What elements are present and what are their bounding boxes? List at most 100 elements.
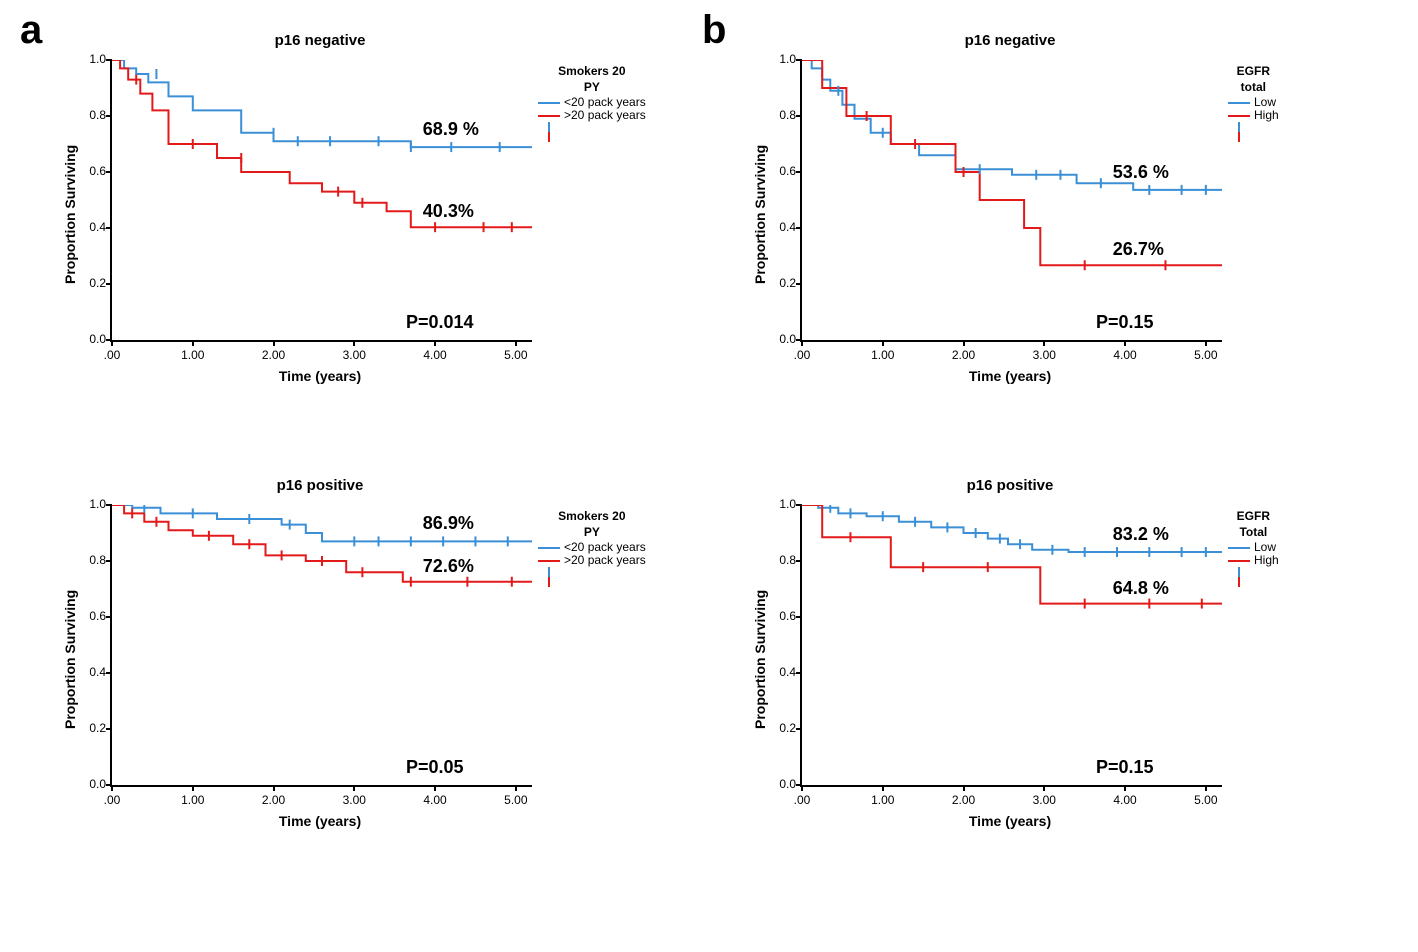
chart-title: p16 positive (800, 477, 1220, 494)
legend-censor-blue (538, 567, 646, 577)
legend-item-red: >20 pack years (538, 554, 646, 567)
survival-annot-blue: 86.9% (423, 513, 474, 534)
legend-label: High (1254, 109, 1279, 122)
x-tick-label: 4.00 (417, 348, 453, 362)
y-tick-label: 0.0 (768, 332, 796, 346)
x-tick-label: 4.00 (417, 793, 453, 807)
chart-title: p16 negative (110, 32, 530, 49)
x-tick-label: 1.00 (865, 793, 901, 807)
legend-title: Total (1228, 525, 1279, 539)
survival-annot-red: 26.7% (1113, 239, 1164, 260)
legend: Smokers 20PY<20 pack years>20 pack years (538, 64, 646, 142)
x-axis-label: Time (years) (110, 368, 530, 384)
chart-b-top: p16 negative0.00.20.40.60.81.0.001.002.0… (800, 60, 1380, 420)
legend-title: PY (538, 525, 646, 539)
legend-item-red: >20 pack years (538, 109, 646, 122)
legend-label: High (1254, 554, 1279, 567)
panel-label-a: a (20, 8, 42, 53)
y-tick-label: 1.0 (78, 497, 106, 511)
p-value: P=0.014 (406, 312, 474, 333)
x-tick-label: .00 (784, 348, 820, 362)
x-tick-label: 3.00 (1026, 348, 1062, 362)
x-axis-label: Time (years) (800, 813, 1220, 829)
km-plot (112, 60, 532, 340)
y-tick-label: 0.0 (78, 332, 106, 346)
survival-annot-red: 64.8 % (1113, 578, 1169, 599)
x-tick-label: 1.00 (865, 348, 901, 362)
x-tick-label: 3.00 (1026, 793, 1062, 807)
y-tick-label: 1.0 (78, 52, 106, 66)
chart-a-bot: p16 positive0.00.20.40.60.81.0.001.002.0… (110, 505, 690, 865)
x-tick-label: 3.00 (336, 793, 372, 807)
y-tick-label: 0.4 (768, 220, 796, 234)
y-tick-label: 0.8 (78, 108, 106, 122)
legend-title: PY (538, 80, 646, 94)
survival-annot-blue: 83.2 % (1113, 524, 1169, 545)
y-tick-label: 0.0 (78, 777, 106, 791)
legend-censor-red (1228, 132, 1279, 142)
y-tick-label: 0.2 (768, 721, 796, 735)
survival-annot-blue: 68.9 % (423, 119, 479, 140)
chart-b-bot: p16 positive0.00.20.40.60.81.0.001.002.0… (800, 505, 1380, 865)
y-tick-label: 0.6 (768, 609, 796, 623)
survival-annot-red: 72.6% (423, 556, 474, 577)
y-tick-label: 0.6 (78, 609, 106, 623)
x-tick-label: 4.00 (1107, 793, 1143, 807)
x-tick-label: 5.00 (1188, 348, 1224, 362)
p-value: P=0.05 (406, 757, 464, 778)
x-tick-label: 5.00 (498, 348, 534, 362)
y-axis-label: Proportion Surviving (752, 590, 768, 729)
p-value: P=0.15 (1096, 757, 1154, 778)
y-tick-label: 0.4 (78, 665, 106, 679)
y-axis-label: Proportion Surviving (62, 590, 78, 729)
y-tick-label: 0.8 (768, 108, 796, 122)
legend: Smokers 20PY<20 pack years>20 pack years (538, 509, 646, 587)
legend-label: >20 pack years (564, 109, 646, 122)
survival-annot-red: 40.3% (423, 201, 474, 222)
y-tick-label: 0.2 (78, 276, 106, 290)
km-plot (802, 505, 1222, 785)
y-tick-label: 0.8 (78, 553, 106, 567)
legend-censor-red (1228, 577, 1279, 587)
legend: EGFRTotalLowHigh (1228, 509, 1279, 587)
legend-censor-red (538, 132, 646, 142)
y-tick-label: 1.0 (768, 52, 796, 66)
km-plot (802, 60, 1222, 340)
x-tick-label: 2.00 (946, 793, 982, 807)
x-tick-label: .00 (94, 793, 130, 807)
x-tick-label: 2.00 (256, 348, 292, 362)
legend-title: Smokers 20 (538, 64, 646, 78)
legend-item-red: High (1228, 554, 1279, 567)
survival-annot-blue: 53.6 % (1113, 162, 1169, 183)
legend-item-red: High (1228, 109, 1279, 122)
y-tick-label: 0.0 (768, 777, 796, 791)
x-axis-label: Time (years) (800, 368, 1220, 384)
y-tick-label: 0.6 (768, 164, 796, 178)
x-tick-label: 5.00 (1188, 793, 1224, 807)
x-axis-label: Time (years) (110, 813, 530, 829)
km-plot (112, 505, 532, 785)
legend-censor-blue (538, 122, 646, 132)
y-tick-label: 0.2 (768, 276, 796, 290)
x-tick-label: 4.00 (1107, 348, 1143, 362)
x-tick-label: 5.00 (498, 793, 534, 807)
legend-title: EGFR (1228, 509, 1279, 523)
legend-title: EGFR (1228, 64, 1279, 78)
legend-title: total (1228, 80, 1279, 94)
y-tick-label: 0.8 (768, 553, 796, 567)
x-tick-label: 1.00 (175, 793, 211, 807)
y-tick-label: 1.0 (768, 497, 796, 511)
x-tick-label: .00 (784, 793, 820, 807)
legend-censor-blue (1228, 567, 1279, 577)
x-tick-label: 2.00 (256, 793, 292, 807)
y-axis-label: Proportion Surviving (752, 145, 768, 284)
x-tick-label: 2.00 (946, 348, 982, 362)
x-tick-label: .00 (94, 348, 130, 362)
chart-a-top: p16 negative0.00.20.40.60.81.0.001.002.0… (110, 60, 690, 420)
y-tick-label: 0.6 (78, 164, 106, 178)
panel-label-b: b (702, 8, 726, 53)
y-tick-label: 0.2 (78, 721, 106, 735)
legend-label: >20 pack years (564, 554, 646, 567)
chart-title: p16 positive (110, 477, 530, 494)
legend-censor-red (538, 577, 646, 587)
